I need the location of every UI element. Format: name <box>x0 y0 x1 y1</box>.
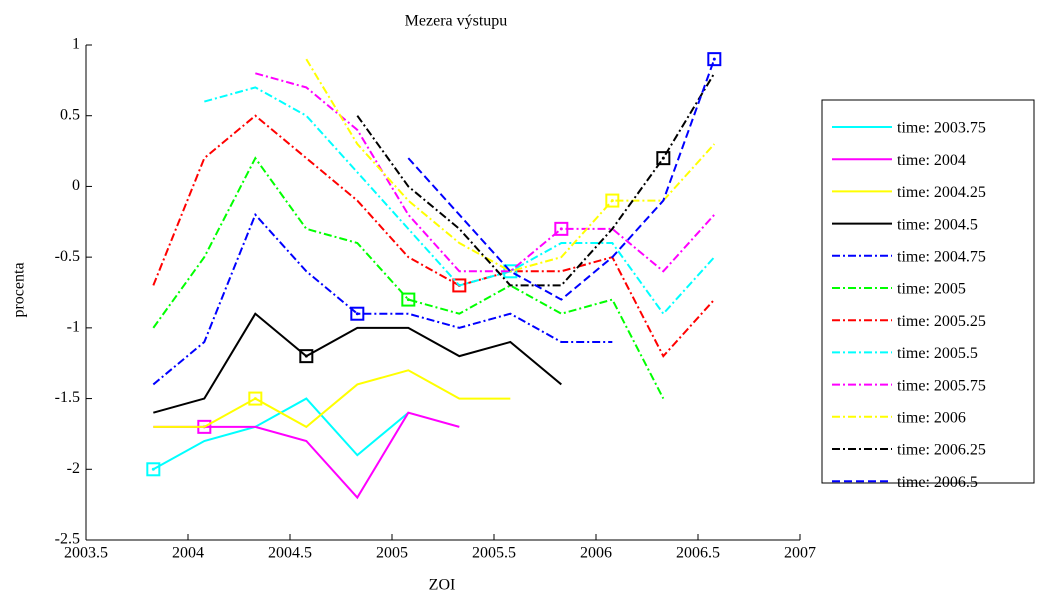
point-marker <box>146 462 161 477</box>
y-tick-label: -1 <box>67 319 80 336</box>
point-marker <box>350 306 365 321</box>
point-dot <box>253 397 257 401</box>
point-marker <box>452 278 467 293</box>
legend-label: time: 2004.5 <box>897 216 978 233</box>
point-dot <box>355 312 359 316</box>
legend-label: time: 2005.25 <box>897 313 986 330</box>
point-dot <box>661 156 665 160</box>
series-line <box>153 312 562 414</box>
y-tick-label: -2.5 <box>55 531 80 548</box>
point-dot <box>610 199 614 203</box>
x-tick-label: 2005.5 <box>472 545 516 562</box>
legend-label: time: 2004 <box>897 152 966 169</box>
point-marker <box>707 52 722 67</box>
series-line <box>407 58 716 301</box>
x-tick-label: 2005 <box>376 545 408 562</box>
series-line <box>255 72 716 273</box>
point-dot <box>304 354 308 358</box>
legend-box <box>821 99 1035 484</box>
y-tick-label: 0.5 <box>60 106 80 123</box>
legend-label: time: 2006.25 <box>897 442 986 459</box>
point-dot <box>559 227 563 231</box>
x-tick-label: 2004.5 <box>268 545 312 562</box>
series-line <box>305 58 716 273</box>
point-marker <box>248 391 263 406</box>
y-tick-label: -1.5 <box>55 389 80 406</box>
series-line <box>152 156 665 400</box>
point-dot <box>406 298 410 302</box>
point-marker <box>299 349 314 364</box>
legend-label: time: 2004.25 <box>897 184 986 201</box>
point-dot <box>712 57 716 61</box>
point-marker <box>605 193 620 208</box>
series-line <box>152 114 716 358</box>
point-marker <box>401 292 416 307</box>
legend-label: time: 2003.75 <box>897 120 986 137</box>
x-tick-label: 2007 <box>784 545 816 562</box>
series-line <box>356 72 716 287</box>
point-marker <box>554 221 569 236</box>
legend-label: time: 2005.5 <box>897 345 978 362</box>
point-dot <box>151 467 155 471</box>
legend-label: time: 2004.75 <box>897 248 986 265</box>
series-line <box>152 212 613 386</box>
legend-label: time: 2006.5 <box>897 474 978 491</box>
x-axis-label: ZOI <box>429 577 456 594</box>
y-tick-label: 1 <box>72 36 80 53</box>
series-line <box>153 369 511 429</box>
x-tick-label: 2006.5 <box>676 545 720 562</box>
point-marker <box>656 151 671 166</box>
y-axis-label: procenta <box>11 262 28 317</box>
x-tick-label: 2004 <box>172 545 204 562</box>
series-line <box>204 86 716 316</box>
x-tick-label: 2003.5 <box>64 545 108 562</box>
legend-label: time: 2005 <box>897 281 966 298</box>
legend-label: time: 2005.75 <box>897 377 986 394</box>
legend-label: time: 2006 <box>897 409 966 426</box>
y-tick-label: -2 <box>67 460 80 477</box>
x-tick-label: 2006 <box>580 545 612 562</box>
y-tick-label: -0.5 <box>55 248 80 265</box>
y-tick-label: 0 <box>72 177 80 194</box>
chart-title: Mezera výstupu <box>405 13 508 30</box>
